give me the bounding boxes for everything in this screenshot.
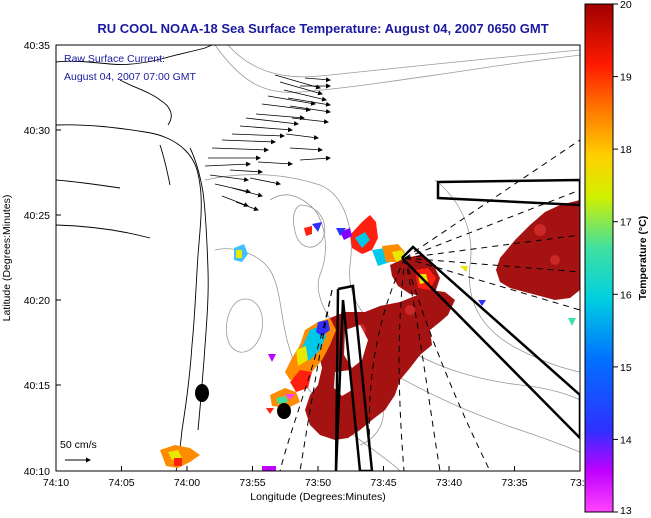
sst-cool-patches bbox=[160, 215, 576, 471]
y-tick-label: 40:35 bbox=[24, 40, 50, 52]
x-tick-label: 73:50 bbox=[305, 477, 331, 489]
y-tick-label: 40:30 bbox=[24, 125, 50, 137]
x-tick-label: 74:05 bbox=[108, 477, 134, 489]
colorbar-tick-label: 19 bbox=[620, 72, 632, 84]
figure-title: RU COOL NOAA-18 Sea Surface Temperature:… bbox=[97, 21, 548, 36]
colorbar-tick-label: 15 bbox=[620, 362, 632, 374]
x-tick-label: 73:45 bbox=[370, 477, 396, 489]
colorbar-tick-label: 17 bbox=[620, 217, 632, 229]
coastline bbox=[56, 45, 213, 471]
y-tick-label: 40:20 bbox=[24, 295, 50, 307]
colorbar-tick-label: 13 bbox=[620, 505, 632, 517]
colorbar-tick-label: 16 bbox=[620, 289, 632, 301]
colorbar: 20 19 18 17 16 15 14 13 Temperature (°C) bbox=[584, 0, 649, 517]
colorbar-label: Temperature (°C) bbox=[637, 216, 649, 301]
current-note-line2: August 04, 2007 07:00 GMT bbox=[64, 71, 197, 83]
y-axis-label: Latitude (Degrees:Minutes) bbox=[1, 195, 13, 322]
colorbar-tick-label: 18 bbox=[620, 144, 632, 156]
x-tick-label: 73:35 bbox=[501, 477, 527, 489]
radar-beam-outlines bbox=[334, 178, 580, 471]
colorbar-tick-label: 14 bbox=[620, 434, 632, 446]
y-tick-label: 40:10 bbox=[24, 466, 50, 478]
x-axis: 74:10 74:05 74:00 73:55 73:50 73:45 73:4… bbox=[43, 466, 591, 503]
surface-current-vectors bbox=[204, 74, 331, 211]
x-axis-label: Longitude (Degrees:Minutes) bbox=[250, 491, 385, 503]
scale-label: 50 cm/s bbox=[60, 439, 97, 451]
radar-dashed-lines bbox=[279, 139, 580, 471]
x-tick-label: 73:40 bbox=[436, 477, 462, 489]
current-note-line1: Raw Surface Current: bbox=[64, 53, 165, 65]
colorbar-tick-label: 20 bbox=[620, 0, 632, 11]
colorbar-gradient bbox=[584, 3, 614, 513]
x-tick-label: 74:10 bbox=[43, 477, 69, 489]
y-tick-label: 40:15 bbox=[24, 380, 50, 392]
x-tick-label: 73:55 bbox=[239, 477, 265, 489]
map-plot-area bbox=[56, 45, 580, 471]
y-axis: 40:35 40:30 40:25 40:20 40:15 40:10 Lati… bbox=[1, 40, 61, 478]
y-tick-label: 40:25 bbox=[24, 210, 50, 222]
marker-dots bbox=[195, 384, 291, 419]
x-tick-label: 74:00 bbox=[174, 477, 200, 489]
